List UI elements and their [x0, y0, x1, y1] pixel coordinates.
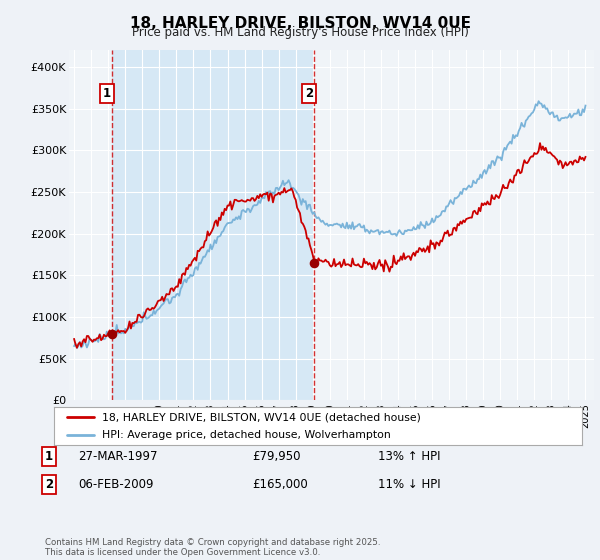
Text: 06-FEB-2009: 06-FEB-2009: [78, 478, 154, 491]
Text: 13% ↑ HPI: 13% ↑ HPI: [378, 450, 440, 463]
Text: Contains HM Land Registry data © Crown copyright and database right 2025.
This d: Contains HM Land Registry data © Crown c…: [45, 538, 380, 557]
Bar: [112, 50, 314, 400]
Point: [107, 329, 117, 338]
Text: 18, HARLEY DRIVE, BILSTON, WV14 0UE: 18, HARLEY DRIVE, BILSTON, WV14 0UE: [130, 16, 470, 31]
Text: 1: 1: [103, 87, 111, 100]
Text: 18, HARLEY DRIVE, BILSTON, WV14 0UE (detached house): 18, HARLEY DRIVE, BILSTON, WV14 0UE (det…: [101, 412, 421, 422]
Text: 1: 1: [45, 450, 53, 463]
Text: 27-MAR-1997: 27-MAR-1997: [78, 450, 157, 463]
Text: £79,950: £79,950: [252, 450, 301, 463]
Text: HPI: Average price, detached house, Wolverhampton: HPI: Average price, detached house, Wolv…: [101, 430, 390, 440]
Point: [310, 258, 319, 267]
Text: Price paid vs. HM Land Registry's House Price Index (HPI): Price paid vs. HM Land Registry's House …: [131, 26, 469, 39]
Text: 11% ↓ HPI: 11% ↓ HPI: [378, 478, 440, 491]
Text: 2: 2: [45, 478, 53, 491]
Text: £165,000: £165,000: [252, 478, 308, 491]
Text: 2: 2: [305, 87, 313, 100]
